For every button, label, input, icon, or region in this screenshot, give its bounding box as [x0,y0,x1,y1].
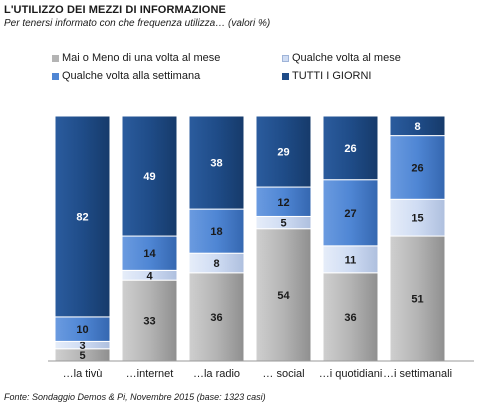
bar-group: 36 8 18 38 [188,115,245,362]
data-label: 14 [143,248,156,260]
chart-subtitle: Per tenersi informato con che frequenza … [4,18,271,29]
legend: Mai o Meno di una volta al mese Qualche … [52,52,472,92]
x-tick-label: …la tivù [63,368,103,380]
legend-item-qualche-settimana: Qualche volta alla settimana [52,70,200,82]
data-label: 26 [411,162,423,174]
data-label: 27 [344,208,356,220]
data-label: 18 [210,226,222,238]
data-label: 26 [344,143,356,155]
bar-segment-mai [389,235,446,362]
data-label: 51 [411,294,423,306]
bar-segment-tutti [188,115,245,210]
data-label: 29 [277,147,289,159]
chart-title: L'UTILIZZO DEI MEZZI DI INFORMAZIONE [4,4,226,16]
legend-label-qualche-mese: Qualche volta al mese [292,52,401,64]
bar-group: 54 5 12 29 [255,115,312,362]
x-tick-label: …internet [126,368,174,380]
data-label: 82 [76,211,88,223]
bar-segment-qualche-settimana [389,135,446,200]
bar-segment-mai [322,272,379,362]
legend-item-mai: Mai o Meno di una volta al mese [52,52,220,64]
data-label: 15 [411,213,423,225]
legend-swatch-qualche-settimana [52,72,59,80]
legend-swatch-mai [52,54,59,62]
legend-item-tutti: TUTTI I GIORNI [282,70,371,82]
legend-label-qualche-settimana: Qualche volta alla settimana [62,70,201,82]
bar-segment-qualche-settimana [255,186,312,217]
bar-segment-tutti [255,115,312,188]
x-tick-label: …i settimanali [383,368,452,380]
data-label: 5 [79,350,85,362]
bar-group: 51 15 26 8 [389,115,446,362]
bar-segment-tutti [389,115,446,137]
data-label: 12 [277,197,289,209]
data-label: 49 [143,171,155,183]
x-tick-label: …i quotidiani [319,368,383,380]
bar-segment-qualche-mese [389,198,446,237]
bar-group: 33 4 14 49 [121,115,178,362]
legend-swatch-qualche-mese [282,54,289,62]
source-note: Fonte: Sondaggio Demos & Pi, Novembre 20… [4,392,266,402]
bar-segment-mai [121,279,178,362]
data-label: 10 [76,324,88,336]
legend-label-mai: Mai o Meno di una volta al mese [62,52,221,64]
bar-segment-qualche-mese [322,245,379,274]
data-label: 33 [143,316,155,328]
bar-group: 36 11 27 26 [322,115,379,362]
data-label: 11 [345,254,357,266]
bar-segment-qualche-settimana [188,208,245,254]
legend-label-tutti: TUTTI I GIORNI [292,70,372,82]
data-label: 8 [213,258,219,270]
bar-segment-qualche-settimana [121,235,178,271]
data-label: 36 [210,312,222,324]
data-label: 4 [146,270,153,282]
data-label: 38 [210,158,222,170]
legend-item-qualche-mese: Qualche volta al mese [282,52,401,64]
x-tick-label: … social [262,368,304,380]
bar-segment-mai [188,272,245,362]
data-label: 8 [414,121,420,133]
bar-segment-tutti [121,115,178,237]
data-label: 5 [280,218,286,230]
data-label: 54 [277,290,290,302]
x-tick-label: …la radio [193,368,240,380]
bar-segment-qualche-settimana [54,316,111,342]
bar-segment-tutti [322,115,379,181]
bar-segment-qualche-settimana [322,179,379,247]
legend-swatch-tutti [282,72,289,80]
bar-group: 53 10 82 [54,115,111,362]
bar-segment-tutti [54,115,111,318]
data-label: 36 [344,312,356,324]
data-label: 3 [79,340,85,352]
